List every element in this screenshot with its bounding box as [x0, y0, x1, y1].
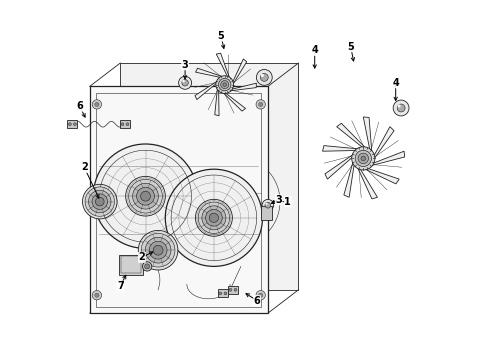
Circle shape: [132, 183, 158, 209]
Circle shape: [354, 150, 371, 167]
Text: 4: 4: [391, 78, 398, 88]
Polygon shape: [230, 83, 256, 91]
Circle shape: [260, 74, 264, 77]
Circle shape: [351, 147, 374, 170]
Circle shape: [258, 102, 263, 107]
Circle shape: [228, 288, 231, 291]
Polygon shape: [89, 86, 267, 313]
Circle shape: [141, 233, 175, 267]
Circle shape: [92, 291, 102, 300]
Circle shape: [209, 213, 218, 222]
Polygon shape: [232, 59, 246, 84]
Text: 3: 3: [275, 195, 282, 205]
Circle shape: [195, 199, 232, 236]
Circle shape: [92, 194, 107, 210]
Circle shape: [397, 104, 400, 108]
Circle shape: [396, 104, 404, 112]
Bar: [120, 120, 130, 128]
Circle shape: [68, 123, 71, 126]
Polygon shape: [214, 89, 219, 116]
Circle shape: [202, 206, 225, 230]
Circle shape: [198, 202, 229, 234]
Circle shape: [219, 292, 222, 295]
Circle shape: [92, 100, 102, 109]
Circle shape: [260, 73, 268, 81]
Polygon shape: [324, 155, 352, 179]
Polygon shape: [195, 82, 216, 100]
Circle shape: [140, 191, 150, 201]
Text: 1: 1: [284, 197, 290, 207]
Circle shape: [165, 169, 262, 266]
Circle shape: [256, 100, 265, 109]
Text: 6: 6: [76, 101, 83, 111]
Circle shape: [256, 291, 265, 300]
Circle shape: [85, 187, 114, 216]
Polygon shape: [195, 68, 222, 77]
Circle shape: [258, 293, 263, 297]
Text: 6: 6: [253, 296, 260, 306]
Polygon shape: [336, 123, 365, 147]
Circle shape: [182, 80, 188, 86]
Circle shape: [392, 100, 408, 116]
Text: 7: 7: [117, 281, 123, 291]
Circle shape: [88, 190, 111, 213]
Circle shape: [95, 197, 104, 206]
Circle shape: [149, 241, 167, 259]
Text: 2: 2: [138, 252, 145, 262]
Circle shape: [93, 144, 197, 248]
Polygon shape: [357, 168, 377, 199]
Text: 5: 5: [346, 42, 353, 52]
Circle shape: [145, 237, 171, 263]
Circle shape: [224, 292, 226, 295]
Text: 3: 3: [182, 60, 188, 70]
Polygon shape: [371, 151, 404, 166]
Circle shape: [138, 230, 178, 270]
Circle shape: [205, 210, 222, 226]
Circle shape: [126, 123, 129, 126]
Circle shape: [182, 80, 184, 82]
Circle shape: [73, 123, 76, 126]
Circle shape: [153, 245, 163, 255]
Text: 2: 2: [81, 162, 87, 172]
Bar: [67, 120, 77, 128]
Polygon shape: [343, 162, 353, 197]
Circle shape: [144, 264, 149, 269]
Circle shape: [262, 199, 273, 211]
Polygon shape: [363, 117, 371, 151]
Circle shape: [220, 81, 228, 89]
Circle shape: [128, 179, 162, 213]
Bar: [218, 289, 227, 297]
Polygon shape: [322, 145, 357, 151]
Circle shape: [360, 156, 365, 161]
Circle shape: [125, 176, 165, 216]
Bar: [227, 286, 238, 294]
Circle shape: [121, 123, 123, 126]
Polygon shape: [223, 93, 245, 111]
Circle shape: [142, 262, 151, 271]
Circle shape: [357, 153, 368, 163]
Bar: [260, 206, 271, 220]
Polygon shape: [365, 168, 398, 184]
Text: 4: 4: [311, 45, 317, 55]
Circle shape: [223, 83, 226, 86]
Circle shape: [218, 78, 230, 91]
Circle shape: [234, 288, 237, 291]
Circle shape: [178, 76, 191, 89]
Circle shape: [136, 187, 154, 205]
Circle shape: [265, 203, 267, 205]
Circle shape: [95, 293, 99, 297]
Text: 5: 5: [217, 31, 224, 41]
Bar: [119, 255, 142, 275]
Circle shape: [82, 184, 117, 219]
Circle shape: [264, 202, 270, 208]
Bar: [121, 256, 141, 273]
Circle shape: [256, 69, 272, 85]
Polygon shape: [216, 53, 229, 77]
Polygon shape: [120, 63, 298, 290]
Circle shape: [215, 76, 233, 94]
Circle shape: [95, 102, 99, 107]
Polygon shape: [373, 127, 393, 158]
